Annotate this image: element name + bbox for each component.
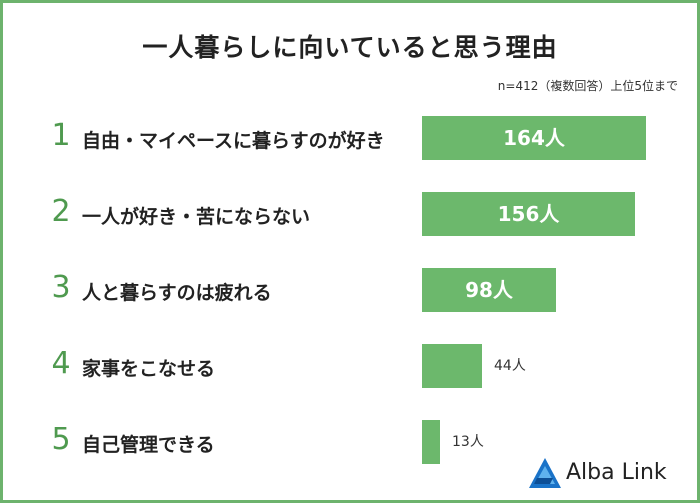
value-label: 156人: [497, 202, 560, 226]
category-label: 自己管理できる: [82, 434, 215, 456]
rank-number: 1: [51, 118, 71, 153]
bar-row: 4 家事をこなせる 44人: [0, 344, 700, 390]
value-label: 44人: [494, 358, 526, 374]
sample-note: n=412（複数回答）上位5位まで: [497, 79, 678, 93]
rank-number: 4: [51, 346, 71, 381]
bar: [422, 192, 635, 236]
bar: [422, 344, 482, 388]
category-label: 自由・マイペースに暮らすのが好き: [82, 130, 385, 152]
bar: [422, 268, 556, 312]
chart-title: 一人暮らしに向いていると思う理由: [142, 33, 558, 62]
category-label: 人と暮らすのは疲れる: [82, 282, 272, 304]
bar-row: 3 人と暮らすのは疲れる 98人: [0, 268, 700, 314]
value-label: 164人: [503, 126, 565, 150]
bar-row: 2 一人が好き・苦にならない 156人: [0, 192, 700, 238]
alba-link-logo-icon: [529, 458, 561, 488]
alba-link-logo: Alba Link: [528, 456, 688, 492]
bar-row: 5 自己管理できる 13人: [0, 420, 700, 466]
value-label: 13人: [452, 434, 484, 450]
bar-row: 1 自由・マイペースに暮らすのが好き 164人: [0, 116, 700, 162]
category-label: 一人が好き・苦にならない: [82, 206, 311, 228]
rank-number: 2: [51, 194, 71, 229]
value-label: 98人: [465, 278, 513, 302]
logo-text: Alba Link: [566, 460, 667, 485]
category-label: 家事をこなせる: [82, 358, 216, 380]
rank-number: 3: [51, 270, 71, 305]
rank-number: 5: [51, 422, 71, 457]
bar: [422, 116, 646, 160]
bar: [422, 420, 440, 464]
